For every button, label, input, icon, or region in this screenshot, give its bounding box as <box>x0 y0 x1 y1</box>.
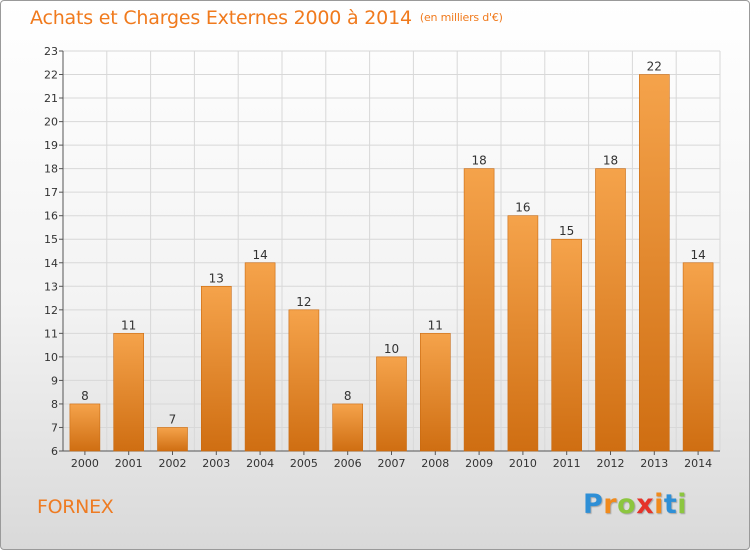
logo-letter: o <box>617 489 637 520</box>
value-label-2007: 10 <box>384 342 399 356</box>
bar-2005 <box>288 309 320 452</box>
bars <box>69 74 714 452</box>
bar-2013 <box>638 74 670 452</box>
y-tick-label: 21 <box>44 92 58 105</box>
y-tick-label: 6 <box>51 445 58 458</box>
commune-name: FORNEX <box>37 496 114 518</box>
value-label-2005: 12 <box>296 295 311 309</box>
bar-2011 <box>551 238 583 452</box>
y-tick-label: 17 <box>44 186 58 199</box>
value-label-2013: 22 <box>647 60 662 74</box>
bar-2006 <box>332 403 364 452</box>
unit-label: (en milliers d'€) <box>419 11 503 24</box>
logo-letter: x <box>636 489 655 520</box>
x-tick-label-2005: 2005 <box>290 457 318 470</box>
value-label-2001: 11 <box>121 318 136 332</box>
bar-2001 <box>113 333 144 452</box>
y-tick-label: 7 <box>51 421 58 434</box>
x-tick-label-2010: 2010 <box>509 457 537 470</box>
tick-labels: 6 7 8 9 10 11 12 13 14 15 16 17 18 19 20 21 22 23 2000 2001… <box>44 45 712 470</box>
value-label-2012: 18 <box>603 154 618 168</box>
y-tick-label: 11 <box>44 327 58 340</box>
y-tick-label: 9 <box>51 374 58 387</box>
x-tick-label-2001: 2001 <box>115 457 143 470</box>
y-tick-label: 12 <box>44 304 58 317</box>
y-tick-label: 10 <box>44 351 58 364</box>
value-label-2014: 14 <box>690 248 705 262</box>
value-labels: 8 11 7 13 14 12 8 10 11 18 16 15 18 22 14 <box>81 60 706 427</box>
y-tick-label: 22 <box>44 69 58 82</box>
y-tick-label: 18 <box>44 163 58 176</box>
x-tick-label-2011: 2011 <box>553 457 581 470</box>
x-tick-label-2000: 2000 <box>71 457 99 470</box>
value-label-2011: 15 <box>559 224 574 238</box>
x-tick-label-2014: 2014 <box>684 457 712 470</box>
value-label-2004: 14 <box>252 248 267 262</box>
bar-2012 <box>595 168 626 452</box>
x-tick-label-2006: 2006 <box>334 457 362 470</box>
chart-title-text: Achats et Charges Externes 2000 à 2014 <box>30 7 412 29</box>
logo-letter: i <box>654 489 664 520</box>
bar-2004 <box>244 262 276 452</box>
x-tick-label-2002: 2002 <box>159 457 187 470</box>
chart-title: Achats et Charges Externes 2000 à 2014 (e… <box>30 7 503 29</box>
logo-letter: P <box>583 489 604 520</box>
y-tick-label: 8 <box>51 398 58 411</box>
value-label-2000: 8 <box>81 389 89 403</box>
value-label-2002: 7 <box>169 412 177 426</box>
bar-2014 <box>682 262 714 452</box>
y-tick-label: 13 <box>44 280 58 293</box>
y-tick-label: 23 <box>44 45 58 58</box>
logo-letter: t <box>663 489 678 520</box>
x-tick-label-2013: 2013 <box>640 457 668 470</box>
value-label-2008: 11 <box>428 318 443 332</box>
y-tick-label: 20 <box>44 116 58 129</box>
y-tick-label: 15 <box>44 233 58 246</box>
y-tick-label: 19 <box>44 139 58 152</box>
logo-letter: i <box>677 489 688 520</box>
bar-2007 <box>376 356 407 452</box>
logo-letter: r <box>603 489 618 520</box>
bar-2010 <box>507 215 539 452</box>
x-tick-label-2003: 2003 <box>202 457 230 470</box>
bar-2000 <box>69 403 101 452</box>
value-label-2009: 18 <box>471 154 486 168</box>
bar-2002 <box>157 427 188 452</box>
x-tick-label-2007: 2007 <box>378 457 406 470</box>
proxiti-logo[interactable]: Proxiti <box>583 489 687 520</box>
bar-2008 <box>419 333 451 452</box>
bar-2009 <box>463 168 495 452</box>
x-tick-label-2008: 2008 <box>421 457 449 470</box>
value-label-2006: 8 <box>344 389 352 403</box>
x-tick-label-2004: 2004 <box>246 457 274 470</box>
bar-2003 <box>201 285 232 452</box>
value-label-2003: 13 <box>209 271 224 285</box>
x-tick-label-2012: 2012 <box>597 457 625 470</box>
y-tick-label: 14 <box>44 257 58 270</box>
x-tick-label-2009: 2009 <box>465 457 493 470</box>
y-tick-label: 16 <box>44 210 58 223</box>
value-label-2010: 16 <box>515 201 530 215</box>
